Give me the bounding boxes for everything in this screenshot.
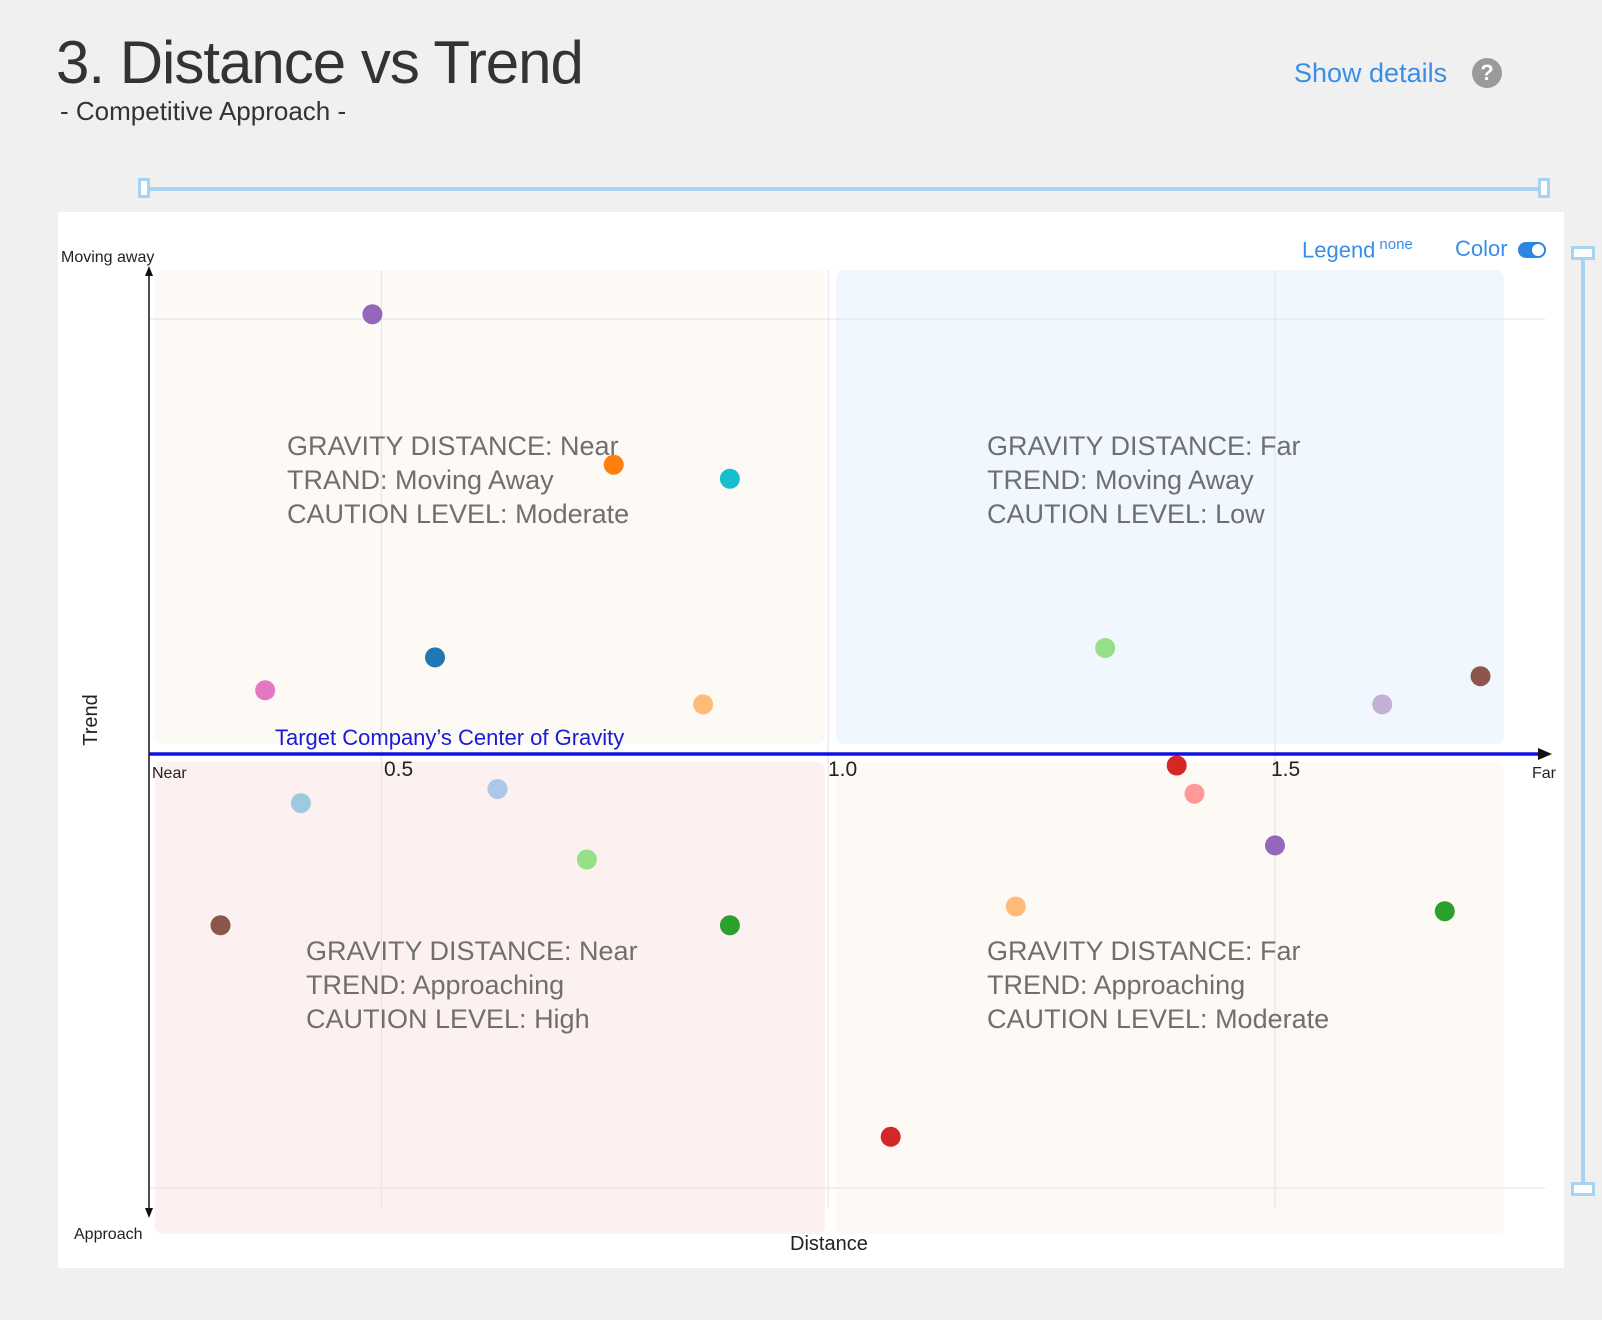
vertical-slider-bottom-handle[interactable] [1571,1182,1595,1196]
data-point-5[interactable] [255,680,276,701]
quadrant-far-away [836,270,1504,744]
show-details-link[interactable]: Show details [1294,58,1448,88]
color-toggle-switch[interactable] [1518,242,1546,258]
y-top-label: Moving away [61,249,154,266]
legend-toggle[interactable]: Legend none [1302,236,1413,263]
scatter-points [210,304,1491,1147]
data-point-12[interactable] [1265,835,1285,856]
quadrant-far-away-line-2: TREND: Moving Away [987,465,1254,495]
data-point-13[interactable] [1005,896,1026,917]
quadrant-far-approach-line-2: TREND: Approaching [987,970,1245,1000]
y-bottom-label: Approach [74,1226,143,1243]
x-tick-0.5: 0.5 [384,758,413,781]
data-point-11[interactable] [1184,783,1205,804]
x-left-label: Near [152,765,187,782]
quadrant-far-approach-text: GRAVITY DISTANCE: Far TREND: Approaching… [987,936,1329,1034]
gravity-line-label: Target Company’s Center of Gravity [275,725,624,750]
data-point-17[interactable] [487,779,508,799]
data-point-3[interactable] [719,468,740,489]
horizontal-range-slider-track[interactable] [150,187,1546,191]
quadrant-near-approach-line-3: CAUTION LEVEL: High [306,1004,590,1034]
x-axis-arrow-right [1538,748,1552,760]
quadrant-near-approach-line-1: GRAVITY DISTANCE: Near [306,936,638,966]
data-point-1[interactable] [362,304,383,325]
x-axis-title: Distance [790,1233,868,1255]
quadrant-far-approach-line-3: CAUTION LEVEL: Moderate [987,1004,1329,1034]
data-point-20[interactable] [719,915,740,936]
y-axis-title: Trend [80,694,102,746]
quadrant-near-away-text: GRAVITY DISTANCE: Near TRAND: Moving Awa… [287,431,629,529]
legend-label: Legend [1302,237,1376,263]
x-tick-1.5: 1.5 [1271,758,1300,781]
quadrant-near-away-line-2: TRAND: Moving Away [287,465,554,495]
page-title: 3. Distance vs Trend [56,29,584,96]
x-right-label: Far [1532,765,1557,782]
x-tick-1.0: 1.0 [828,758,857,781]
data-point-19[interactable] [210,915,231,936]
vertical-range-slider-track[interactable] [1581,256,1585,1186]
color-label[interactable]: Color [1455,236,1508,261]
help-icon[interactable]: ? [1472,58,1502,88]
data-point-8[interactable] [1372,694,1393,715]
data-point-7[interactable] [1095,638,1116,658]
data-point-15[interactable] [880,1126,901,1147]
quadrant-near-approach [155,762,825,1234]
vertical-slider-top-handle[interactable] [1571,246,1595,260]
quadrant-near-approach-text: GRAVITY DISTANCE: Near TREND: Approachin… [306,936,645,1034]
data-point-16[interactable] [290,793,311,814]
quadrant-far-approach-line-1: GRAVITY DISTANCE: Far [987,936,1301,966]
y-axis-arrow-up [145,266,153,276]
quadrant-near-away-line-3: CAUTION LEVEL: Moderate [287,499,629,529]
quadrant-far-away-text: GRAVITY DISTANCE: Far TREND: Moving Away… [987,431,1308,529]
data-point-9[interactable] [1470,666,1491,687]
quadrant-near-away [155,270,825,744]
y-axis-arrow-down [145,1208,153,1218]
quadrant-far-away-line-1: GRAVITY DISTANCE: Far [987,431,1301,461]
quadrant-near-away-line-1: GRAVITY DISTANCE: Near [287,431,619,461]
data-point-4[interactable] [425,647,445,668]
data-point-6[interactable] [693,694,714,715]
data-point-10[interactable] [1166,755,1187,776]
toggle-knob [1532,244,1544,256]
quadrant-near-approach-line-2: TREND: Approaching [306,970,564,1000]
page-subtitle: - Competitive Approach - [60,96,347,126]
data-point-2[interactable] [603,454,624,475]
horizontal-slider-left-handle[interactable] [138,178,150,198]
data-point-18[interactable] [576,849,597,870]
legend-value: none [1379,236,1413,253]
horizontal-slider-right-handle[interactable] [1538,178,1550,198]
data-point-14[interactable] [1434,901,1455,922]
quadrant-far-approach [836,762,1504,1234]
quadrant-far-away-line-3: CAUTION LEVEL: Low [987,499,1265,529]
